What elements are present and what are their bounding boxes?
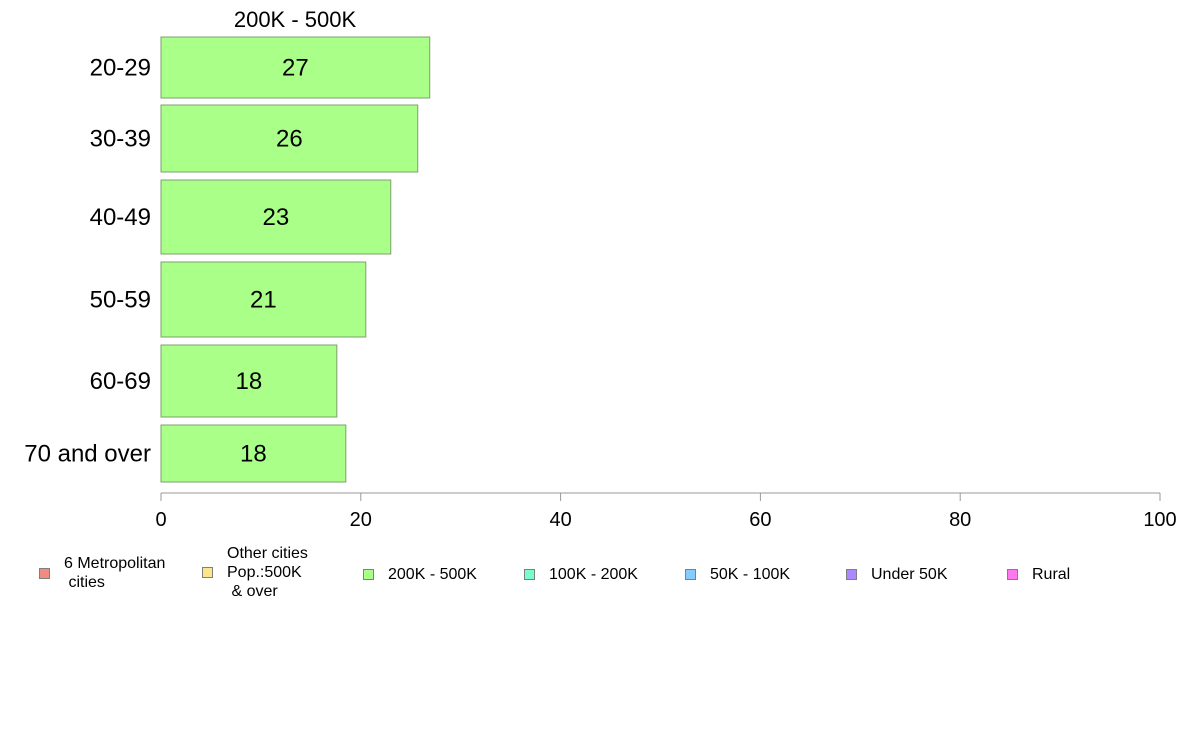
legend-swatch-rural bbox=[1007, 569, 1018, 580]
bar-2 bbox=[160, 179, 392, 255]
legend-label-50k-100k: 50K - 100K bbox=[710, 566, 791, 583]
legend-label-under-50k: Under 50K bbox=[871, 566, 948, 583]
bar-value-label-1: 26 bbox=[276, 126, 303, 153]
bar-4 bbox=[160, 344, 338, 418]
category-label-3: 50-59 bbox=[90, 287, 151, 314]
x-tick-label-1: 20 bbox=[350, 509, 372, 531]
legend-label-200k-500k: 200K - 500K bbox=[388, 566, 477, 583]
legend-swatch-200k-500k bbox=[363, 569, 374, 580]
category-label-0: 20-29 bbox=[90, 55, 151, 82]
x-tick-label-4: 80 bbox=[949, 509, 971, 531]
bar-value-label-5: 18 bbox=[240, 441, 267, 468]
legend-item-rural: Rural bbox=[1007, 565, 1070, 584]
legend-swatch-under-50k bbox=[846, 569, 857, 580]
panel-title: 200K - 500K bbox=[234, 7, 357, 32]
legend-label-rural: Rural bbox=[1032, 566, 1071, 583]
category-label-4: 60-69 bbox=[90, 368, 151, 395]
legend-item-50k-100k: 50K - 100K bbox=[685, 565, 790, 584]
legend: 6 Metropolitan cities Other cities Pop.:… bbox=[0, 536, 1188, 616]
category-label-5: 70 and over bbox=[24, 441, 151, 468]
legend-item-metropolitan: 6 Metropolitan cities bbox=[39, 554, 165, 592]
legend-label-100k-200k: 100K - 200K bbox=[549, 566, 638, 583]
x-tick-label-2: 40 bbox=[549, 509, 571, 531]
bar-1 bbox=[160, 104, 419, 173]
bar-3 bbox=[160, 261, 367, 338]
legend-label-metropolitan: 6 Metropolitan cities bbox=[64, 555, 166, 591]
bar-5 bbox=[160, 424, 347, 483]
legend-swatch-other-cities bbox=[202, 567, 213, 578]
legend-swatch-100k-200k bbox=[524, 569, 535, 580]
legend-swatch-50k-100k bbox=[685, 569, 696, 580]
legend-item-100k-200k: 100K - 200K bbox=[524, 565, 638, 584]
x-tick-label-3: 60 bbox=[749, 509, 771, 531]
legend-item-200k-500k: 200K - 500K bbox=[363, 565, 477, 584]
bar-chart: 200K - 500K 27 20-29 26 30-39 23 40-49 21 50-59… bbox=[24, 7, 1177, 531]
bar-value-label-4: 18 bbox=[236, 368, 263, 395]
category-label-2: 40-49 bbox=[90, 204, 151, 231]
x-tick-label-0: 0 bbox=[155, 509, 166, 531]
bar-value-label-3: 21 bbox=[250, 287, 277, 314]
legend-swatch-metropolitan bbox=[39, 567, 50, 579]
x-axis: 0 20 40 60 80 100 bbox=[155, 492, 1177, 531]
bar-value-label-2: 23 bbox=[263, 204, 290, 231]
legend-item-other-cities: Other cities Pop.:500K & over bbox=[202, 544, 308, 601]
category-label-1: 30-39 bbox=[90, 126, 151, 153]
legend-item-under-50k: Under 50K bbox=[846, 565, 948, 584]
x-tick-label-5: 100 bbox=[1143, 509, 1176, 531]
bar-value-label-0: 27 bbox=[282, 55, 309, 82]
legend-label-other-cities: Other cities Pop.:500K & over bbox=[227, 545, 308, 600]
bars: 27 20-29 26 30-39 23 40-49 21 50-59 18 60-69 18 70 … bbox=[24, 36, 431, 483]
bar-0 bbox=[160, 36, 431, 99]
